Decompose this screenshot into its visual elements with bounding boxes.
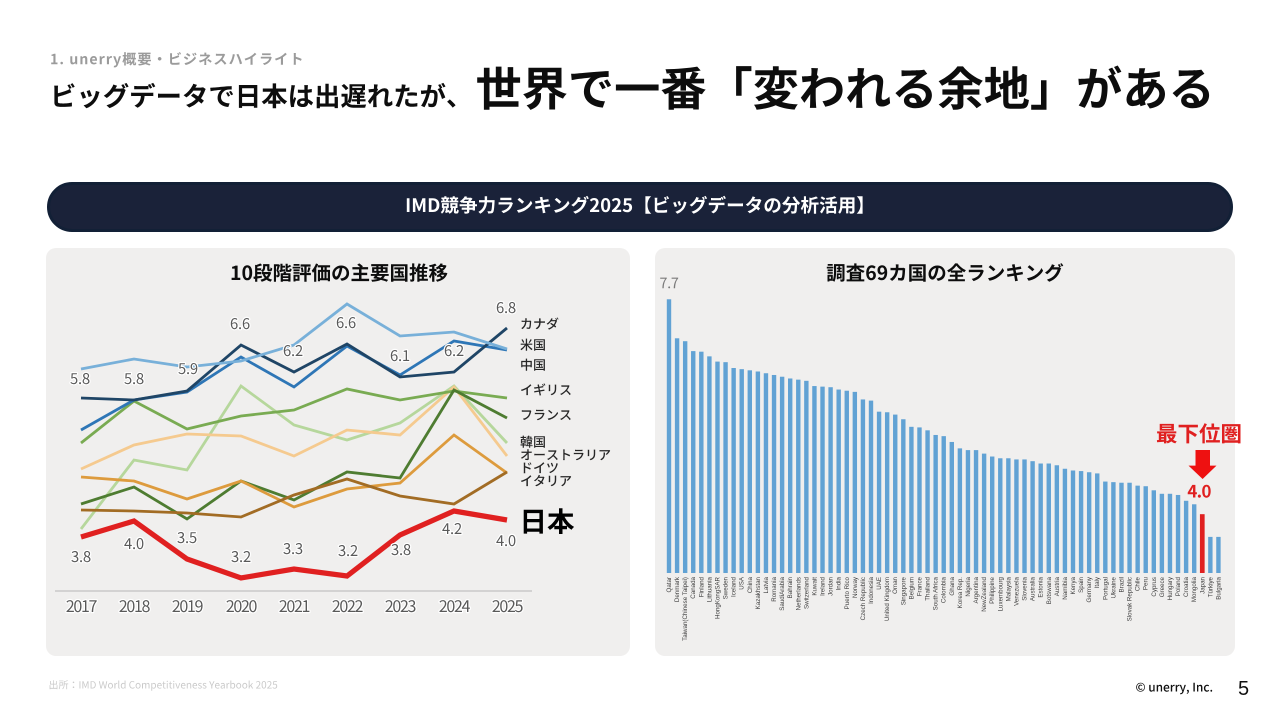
svg-text:Belgium: Belgium [908, 577, 915, 599]
svg-text:Czech Republic: Czech Republic [860, 577, 867, 620]
svg-text:Brazil: Brazil [1118, 577, 1125, 592]
svg-text:Portugal: Portugal [1102, 577, 1109, 600]
svg-text:Australia: Australia [1030, 576, 1037, 601]
svg-text:Canada: Canada [690, 576, 697, 598]
svg-text:Poland: Poland [1175, 576, 1182, 596]
svg-text:HongKongSAR: HongKongSAR [714, 576, 721, 618]
svg-text:India: India [836, 576, 843, 590]
svg-text:Bulgaria: Bulgaria [1215, 576, 1222, 599]
svg-text:Norway: Norway [852, 576, 859, 598]
svg-text:Japan: Japan [1199, 576, 1206, 593]
svg-text:Sweden: Sweden [723, 576, 730, 599]
svg-text:Estonia: Estonia [1038, 576, 1045, 597]
svg-text:Spain: Spain [1078, 576, 1085, 592]
svg-text:Thailand: Thailand [925, 576, 932, 600]
svg-text:Ghana: Ghana [949, 576, 956, 595]
svg-text:Slovenia: Slovenia [1022, 576, 1029, 600]
svg-text:Iceland: Iceland [731, 576, 738, 597]
svg-text:Latvia: Latvia [763, 576, 770, 593]
svg-text:Malaysia: Malaysia [1005, 576, 1012, 601]
svg-text:5: 5 [1238, 678, 1249, 700]
svg-text:Finland: Finland [698, 576, 705, 597]
svg-text:China: China [747, 576, 754, 593]
svg-text:Ukraine: Ukraine [1110, 576, 1117, 598]
svg-text:Colombia: Colombia [941, 576, 948, 603]
svg-text:South Africa: South Africa [933, 576, 940, 610]
svg-text:USA: USA [739, 576, 746, 590]
svg-text:Austria: Austria [1054, 576, 1061, 596]
svg-text:Korea Rep.: Korea Rep. [957, 577, 964, 609]
svg-text:Netherlands: Netherlands [795, 577, 802, 610]
svg-text:Greece: Greece [1159, 576, 1166, 597]
svg-text:Türkiye: Türkiye [1207, 576, 1214, 597]
svg-text:Italy: Italy [1094, 576, 1101, 588]
svg-text:Mongolia: Mongolia [1191, 576, 1198, 602]
svg-text:Luxembourg: Luxembourg [997, 576, 1004, 611]
svg-text:Indonesia: Indonesia [868, 576, 875, 603]
svg-text:Ireland: Ireland [820, 576, 827, 595]
svg-text:Peru: Peru [1143, 576, 1150, 590]
svg-text:Argentina: Argentina [973, 576, 980, 603]
svg-text:Cyprus: Cyprus [1151, 577, 1158, 597]
svg-text:Romania: Romania [771, 576, 778, 601]
svg-text:Kazakhstan: Kazakhstan [755, 576, 762, 609]
svg-text:Germany: Germany [1086, 576, 1093, 602]
svg-text:Puerto Rico: Puerto Rico [844, 576, 851, 609]
svg-text:Botswana: Botswana [1046, 576, 1053, 604]
svg-text:Lithuania: Lithuania [706, 576, 713, 602]
svg-text:Slovak Republic: Slovak Republic [1127, 577, 1134, 621]
svg-text:SaudiArabia: SaudiArabia [779, 576, 786, 610]
svg-text:Jordan: Jordan [828, 576, 835, 595]
svg-text:UAE: UAE [876, 577, 883, 590]
svg-text:Singapore: Singapore [900, 576, 907, 605]
svg-text:Philippine: Philippine [989, 576, 996, 603]
svg-text:Hungary: Hungary [1167, 576, 1174, 600]
svg-text:Bahrain: Bahrain [787, 576, 794, 598]
svg-text:Venezuela: Venezuela [1013, 576, 1020, 605]
svg-text:Namibia: Namibia [1062, 576, 1069, 599]
svg-text:Taiwan(Chinese Taipei): Taiwan(Chinese Taipei) [682, 577, 689, 641]
svg-text:NewZealand: NewZealand [981, 576, 988, 611]
svg-text:Croatia: Croatia [1183, 576, 1190, 597]
svg-text:Denmark: Denmark [674, 576, 681, 602]
svg-text:France: France [916, 576, 923, 596]
svg-text:Nigeria: Nigeria [965, 576, 972, 596]
svg-text:Qatar: Qatar [666, 577, 673, 592]
svg-text:United Kingdom: United Kingdom [884, 577, 891, 621]
svg-text:Kuwait: Kuwait [811, 577, 818, 596]
svg-text:Oman: Oman [892, 576, 899, 593]
svg-text:Switzerland: Switzerland [803, 576, 810, 609]
svg-text:Kenya: Kenya [1070, 576, 1077, 594]
svg-text:Chile: Chile [1135, 576, 1142, 591]
